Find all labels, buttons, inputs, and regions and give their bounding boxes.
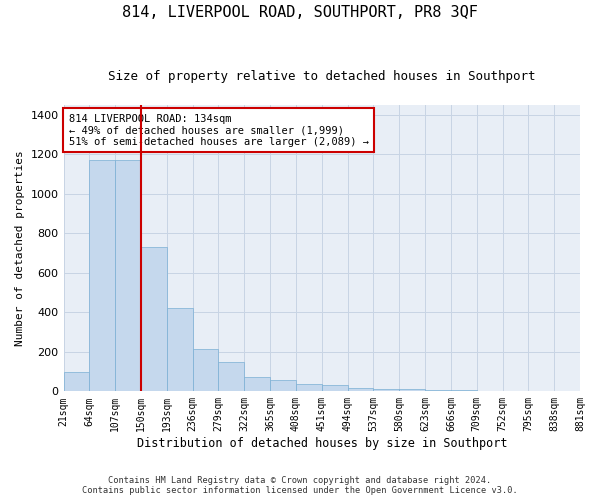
Text: 814 LIVERPOOL ROAD: 134sqm
← 49% of detached houses are smaller (1,999)
51% of s: 814 LIVERPOOL ROAD: 134sqm ← 49% of deta…: [69, 114, 369, 147]
Bar: [218, 362, 244, 392]
Bar: [89, 160, 115, 392]
Bar: [322, 386, 347, 392]
Bar: [347, 388, 373, 392]
X-axis label: Distribution of detached houses by size in Southport: Distribution of detached houses by size …: [137, 437, 507, 450]
Bar: [193, 349, 218, 392]
Text: 814, LIVERPOOL ROAD, SOUTHPORT, PR8 3QF: 814, LIVERPOOL ROAD, SOUTHPORT, PR8 3QF: [122, 5, 478, 20]
Bar: [373, 390, 399, 392]
Bar: [141, 247, 167, 392]
Bar: [425, 390, 451, 392]
Bar: [244, 376, 270, 392]
Bar: [115, 160, 141, 392]
Bar: [451, 390, 477, 392]
Title: Size of property relative to detached houses in Southport: Size of property relative to detached ho…: [108, 70, 536, 83]
Y-axis label: Number of detached properties: Number of detached properties: [15, 150, 25, 346]
Bar: [477, 390, 503, 392]
Bar: [64, 372, 89, 392]
Bar: [296, 384, 322, 392]
Text: Contains HM Land Registry data © Crown copyright and database right 2024.
Contai: Contains HM Land Registry data © Crown c…: [82, 476, 518, 495]
Bar: [399, 390, 425, 392]
Bar: [270, 380, 296, 392]
Bar: [503, 390, 529, 392]
Bar: [167, 308, 193, 392]
